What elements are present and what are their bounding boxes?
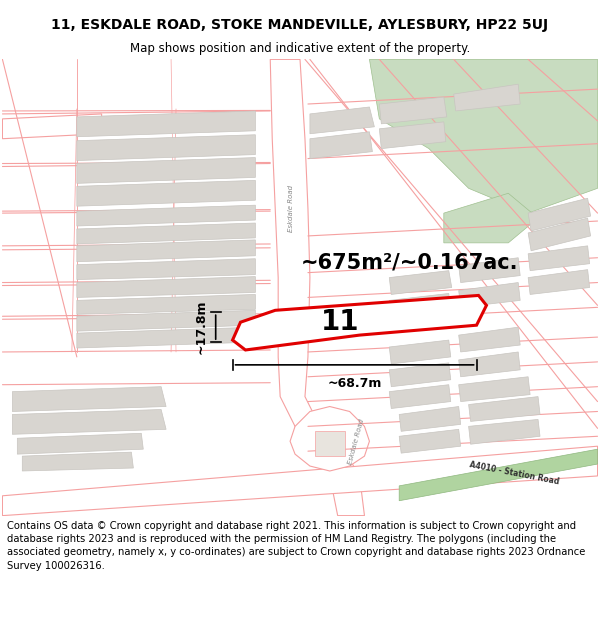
Polygon shape (77, 205, 256, 226)
Polygon shape (528, 246, 590, 271)
Polygon shape (310, 132, 373, 159)
Polygon shape (389, 385, 451, 409)
Polygon shape (233, 296, 487, 350)
Polygon shape (469, 419, 540, 444)
Polygon shape (389, 294, 451, 318)
Text: A4010 - Station Road: A4010 - Station Road (469, 460, 560, 486)
Text: Map shows position and indicative extent of the property.: Map shows position and indicative extent… (130, 42, 470, 54)
Polygon shape (458, 327, 520, 352)
Polygon shape (528, 198, 590, 231)
Polygon shape (22, 452, 133, 471)
Polygon shape (77, 259, 256, 279)
Polygon shape (379, 97, 447, 124)
Polygon shape (77, 240, 256, 262)
Polygon shape (444, 193, 538, 243)
Polygon shape (370, 59, 598, 213)
Polygon shape (13, 387, 166, 411)
Polygon shape (399, 449, 598, 501)
Text: Eskdale Road: Eskdale Road (288, 184, 294, 232)
Polygon shape (528, 269, 590, 294)
Text: 11, ESKDALE ROAD, STOKE MANDEVILLE, AYLESBURY, HP22 5UJ: 11, ESKDALE ROAD, STOKE MANDEVILLE, AYLE… (52, 18, 548, 31)
Polygon shape (310, 107, 374, 134)
Polygon shape (77, 310, 256, 331)
Polygon shape (315, 431, 344, 456)
Polygon shape (458, 258, 520, 282)
Polygon shape (77, 277, 256, 298)
Polygon shape (528, 218, 590, 251)
Text: Contains OS data © Crown copyright and database right 2021. This information is : Contains OS data © Crown copyright and d… (7, 521, 586, 571)
Polygon shape (77, 135, 256, 161)
Polygon shape (77, 111, 256, 137)
Polygon shape (389, 363, 451, 387)
Polygon shape (17, 433, 143, 454)
Text: ~675m²/~0.167ac.: ~675m²/~0.167ac. (301, 253, 518, 272)
Polygon shape (270, 59, 364, 516)
Text: ~68.7m: ~68.7m (328, 377, 382, 390)
Text: 11: 11 (320, 308, 359, 336)
Polygon shape (77, 294, 256, 314)
Text: ~17.8m: ~17.8m (194, 300, 208, 354)
Polygon shape (399, 429, 461, 453)
Polygon shape (458, 282, 520, 308)
Polygon shape (13, 409, 166, 434)
Polygon shape (469, 397, 540, 421)
Polygon shape (77, 327, 256, 348)
Polygon shape (2, 446, 598, 516)
Polygon shape (2, 114, 101, 139)
Polygon shape (77, 158, 256, 183)
Polygon shape (389, 271, 452, 294)
Polygon shape (458, 352, 520, 377)
Polygon shape (389, 340, 451, 364)
Polygon shape (77, 181, 256, 206)
Polygon shape (77, 223, 256, 244)
Polygon shape (399, 406, 461, 431)
Polygon shape (454, 84, 520, 111)
Text: Eskdale Road: Eskdale Road (347, 418, 365, 465)
Polygon shape (379, 122, 446, 149)
Polygon shape (290, 406, 370, 471)
Polygon shape (458, 377, 530, 401)
